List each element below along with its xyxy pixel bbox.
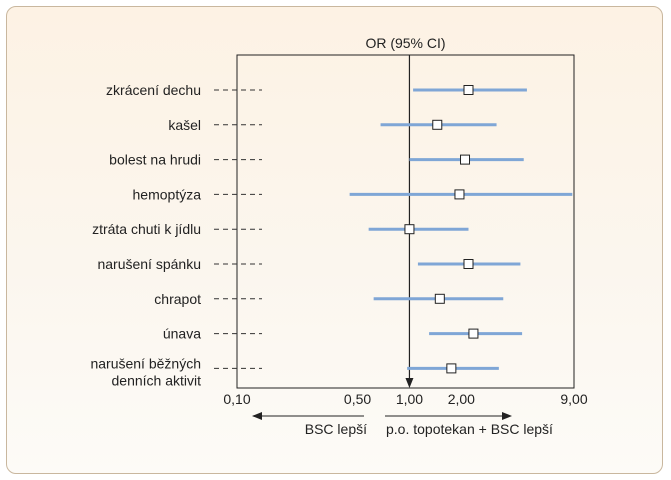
x-tick-label: 9,00 — [560, 391, 587, 407]
row-label: chrapot — [154, 291, 201, 307]
or-marker — [454, 189, 465, 200]
row-label: narušení běžných — [90, 355, 201, 371]
or-marker — [404, 224, 415, 235]
x-tick-label: 1,00 — [396, 391, 423, 407]
row-label: zkrácení dechu — [106, 82, 201, 98]
or-marker — [432, 119, 443, 130]
direction-arrowhead-right — [502, 412, 512, 420]
direction-label-right: p.o. topotekan + BSC lepší — [386, 421, 553, 437]
x-tick-label: 0,50 — [344, 391, 371, 407]
row-label: únava — [163, 326, 201, 342]
chart-title: OR (95% CI) — [365, 35, 445, 51]
x-tick-label: 0,10 — [223, 391, 250, 407]
x-tick-label: 2,00 — [448, 391, 475, 407]
row-label: narušení spánku — [97, 256, 201, 272]
or-marker — [460, 154, 471, 165]
row-label: denních aktivit — [112, 372, 202, 388]
or-marker — [463, 259, 474, 269]
chart-card — [6, 6, 663, 474]
reference-arrowhead — [405, 378, 414, 388]
or-marker — [468, 328, 479, 339]
or-marker — [434, 293, 445, 304]
direction-label-left: BSC lepší — [305, 421, 367, 437]
direction-arrowhead-left — [252, 412, 262, 420]
row-label: bolest na hrudi — [109, 152, 201, 168]
row-label: kašel — [168, 117, 201, 133]
row-label: ztráta chuti k jídlu — [92, 221, 201, 237]
or-marker — [446, 363, 457, 374]
or-marker — [463, 85, 474, 95]
plot-frame — [236, 54, 575, 389]
row-label: hemoptýza — [133, 186, 202, 202]
